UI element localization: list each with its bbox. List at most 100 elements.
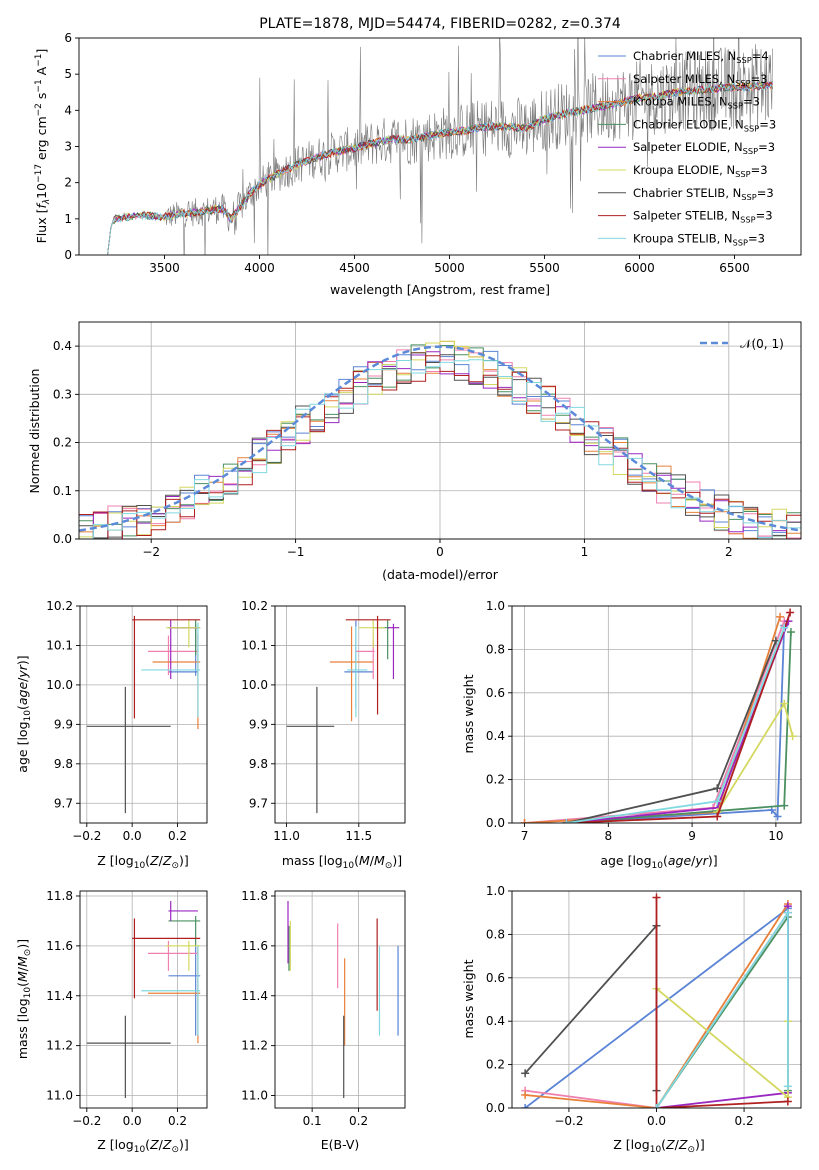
- weight-line: [524, 923, 658, 1091]
- label-part: Chabrier STELIB, N: [633, 186, 741, 200]
- label-part: SSP: [733, 237, 748, 247]
- errorbar-salpeter-elodie: [387, 623, 400, 679]
- weight-marker: [776, 612, 785, 621]
- y-tick-label: 0.0: [53, 532, 72, 546]
- label-part: =3: [751, 72, 768, 86]
- y-tick-label: 9.7: [249, 796, 268, 810]
- weight-series-kroupa-elodie: [713, 699, 797, 817]
- residuals-plot-area: [79, 340, 801, 539]
- weight-series-chabrier-miles: [562, 621, 789, 823]
- weight-line: [655, 909, 789, 1108]
- normal-distribution-curve: [79, 345, 801, 532]
- label-part: )]: [179, 853, 189, 868]
- x-tick-label: 1: [581, 545, 589, 559]
- z-weight-x-axis-label: Z [log10(Z/Z⊙)]: [613, 1137, 705, 1155]
- x-tick-label: −0.2: [72, 1114, 101, 1128]
- label-part: (: [15, 705, 30, 710]
- label-part: )]: [15, 939, 30, 949]
- label-part: )]: [695, 1137, 705, 1152]
- y-tick-label: 10.2: [46, 599, 73, 613]
- y-tick-label: 10.2: [241, 599, 268, 613]
- label-part: Chabrier ELODIE, N: [633, 117, 744, 131]
- label-part: Salpeter STELIB, N: [633, 209, 740, 223]
- y-tick-label: 0.3: [53, 387, 72, 401]
- legend-entry-chabrier-elodie: Chabrier ELODIE, NSSP=3: [633, 117, 776, 133]
- label-part: ]: [34, 49, 49, 54]
- x-tick-label: 5000: [434, 261, 465, 275]
- x-tick-label: 4000: [244, 261, 275, 275]
- label-part: M: [374, 853, 385, 868]
- axes-frame: [79, 605, 208, 824]
- weight-marker: [780, 699, 789, 708]
- y-tick-label: 0.8: [486, 927, 505, 941]
- weight-marker: [780, 623, 789, 632]
- label-part: ⊙: [687, 1145, 695, 1155]
- weight-line: [566, 631, 792, 823]
- errorbar-salpeter-stelib: [345, 615, 391, 715]
- y-tick-label: 9.7: [54, 796, 73, 810]
- label-part: −17: [34, 164, 44, 183]
- spectrum-plot-area: [107, 38, 773, 255]
- y-tick-label: 4: [64, 103, 72, 117]
- label-part: 10: [34, 183, 49, 199]
- histogram-kroupa-stelib: [79, 359, 801, 539]
- x-tick-label: −2: [142, 545, 160, 559]
- y-tick-label: 11.4: [46, 989, 73, 1003]
- y-tick-label: 9.8: [54, 757, 73, 771]
- x-tick-label: 0.1: [303, 1114, 322, 1128]
- age-weight-y-axis-label: mass weight: [461, 674, 476, 753]
- errorbar-chabrier-stelib: [286, 686, 335, 814]
- label-part: 10: [652, 861, 664, 871]
- label-part: λ: [42, 199, 52, 205]
- label-part: SSP: [740, 215, 755, 225]
- legend-entry-kroupa-miles: Kroupa MILES, NSSP=3: [633, 95, 760, 111]
- legend-entry-kroupa-elodie: Kroupa ELODIE, NSSP=3: [633, 163, 768, 179]
- z-age-axes: [80, 605, 207, 823]
- x-tick-label: 2: [725, 545, 733, 559]
- label-part: age: [15, 682, 30, 706]
- y-tick-label: 1.0: [486, 884, 505, 898]
- y-tick-label: 0.0: [486, 1101, 505, 1115]
- legend-entry-salpeter-elodie: Salpeter ELODIE, NSSP=3: [633, 140, 775, 156]
- x-tick-label: 8: [605, 829, 613, 843]
- x-tick-label: 11.0: [273, 829, 300, 843]
- label-part: mass [log: [282, 853, 343, 868]
- y-tick-label: 11.0: [46, 1089, 73, 1103]
- x-tick-label: 6500: [719, 261, 750, 275]
- y-tick-label: 0.0: [486, 816, 505, 830]
- label-part: −2: [34, 103, 44, 116]
- label-part: Z: [149, 1137, 159, 1152]
- mass-age-plot-area: [286, 615, 400, 814]
- errorbar-chabrier-miles: [168, 624, 198, 676]
- x-tick-label: 3500: [149, 261, 180, 275]
- z-mass-frame: −0.2 0.0 0.2 11.0 11.2 11.4 11.6 11.8: [46, 889, 208, 1128]
- weight-series-salpeter-elodie: [562, 617, 793, 823]
- y-tick-label: 11.6: [241, 939, 268, 953]
- x-tick-label: 0.2: [735, 1114, 754, 1128]
- weight-marker: [713, 797, 722, 806]
- y-tick-label: 11.4: [241, 989, 268, 1003]
- label-part: /: [15, 966, 30, 971]
- label-part: Z [log: [97, 1137, 133, 1152]
- weight-marker: [521, 1104, 530, 1108]
- spectrum-frame: 3500 4000 4500 5000 5500 6000 6500 0 1 2 3 4 5 6: [64, 31, 802, 275]
- weight-marker: [788, 732, 797, 741]
- y-tick-label: 0.1: [53, 484, 72, 498]
- errorbar-salpeter-stelib: [132, 918, 201, 999]
- observed-spectrum-line: [164, 38, 773, 255]
- errorbar-kroupa-stelib: [141, 945, 201, 1036]
- label-part: M: [15, 971, 30, 982]
- y-tick-label: 1.0: [486, 599, 505, 613]
- label-part: Kroupa MILES, N: [633, 95, 728, 109]
- legend-entry-kroupa-stelib: Kroupa STELIB, NSSP=3: [633, 231, 765, 247]
- label-part: (: [661, 1137, 666, 1152]
- weight-marker: [783, 1082, 792, 1091]
- label-part: 10: [650, 1145, 662, 1155]
- label-part: 10: [23, 710, 33, 722]
- label-part: f: [34, 203, 49, 209]
- y-tick-label: 11.2: [241, 1039, 268, 1053]
- x-tick-label: 0.0: [123, 829, 142, 843]
- label-part: (: [354, 853, 359, 868]
- label-part: Z [log: [613, 1137, 649, 1152]
